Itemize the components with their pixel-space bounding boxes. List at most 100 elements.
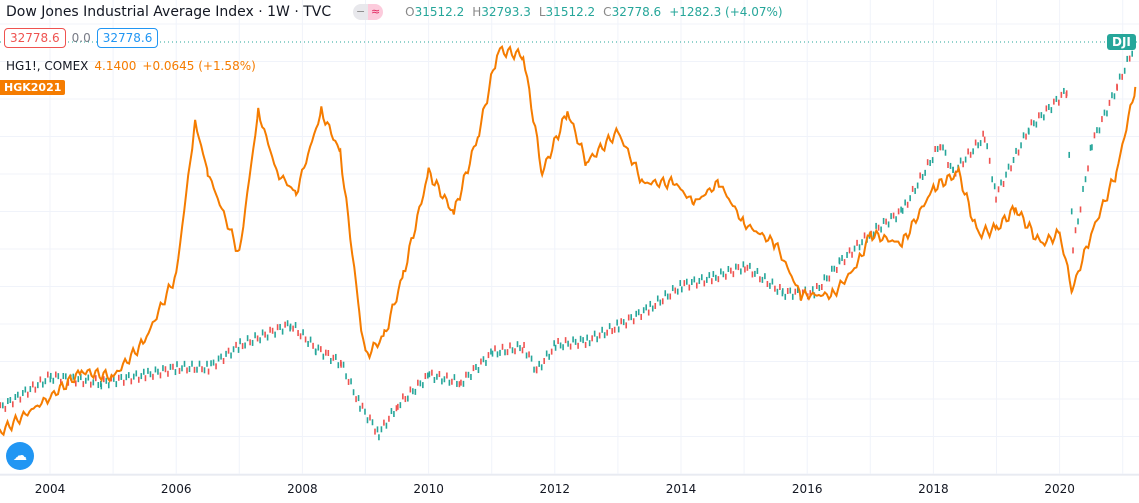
dji-candle <box>751 271 754 278</box>
dji-candle <box>735 263 737 270</box>
dji-candle <box>591 335 593 342</box>
dji-candle <box>914 187 916 194</box>
dji-candle <box>926 159 929 166</box>
dji-candle <box>65 373 67 380</box>
dji-candle <box>823 274 826 281</box>
dji-candle <box>1063 87 1065 94</box>
dji-candle <box>1068 151 1071 158</box>
dji-candle <box>193 366 196 373</box>
dji-candle <box>977 142 979 149</box>
dji-candle <box>749 262 751 269</box>
x-tick-label: 2020 <box>1044 482 1075 496</box>
dji-candle <box>754 270 756 277</box>
dji-candle <box>725 273 727 280</box>
dji-candle <box>264 331 266 338</box>
dji-candle <box>962 161 964 168</box>
x-tick-label: 2010 <box>413 482 444 496</box>
dji-candle <box>557 337 559 344</box>
buy-button[interactable]: 32778.6 <box>96 28 159 48</box>
dji-candle <box>335 353 337 360</box>
dji-candle <box>732 271 735 278</box>
dji-candle <box>433 377 436 384</box>
dji-candle <box>112 375 115 382</box>
x-tick-label: 2016 <box>792 482 823 496</box>
dji-candle <box>1030 119 1033 126</box>
dji-candle <box>826 275 828 282</box>
legend-toggle[interactable]: − ≈ <box>353 4 384 20</box>
dji-candle <box>1010 165 1012 172</box>
dji-candle <box>841 255 843 262</box>
dji-candle <box>75 380 77 387</box>
dji-candle <box>1065 90 1068 97</box>
dji-candle <box>395 405 398 412</box>
dji-candle <box>142 368 145 375</box>
dji-candle <box>1106 110 1108 117</box>
dji-candle <box>744 266 746 273</box>
dji-candle <box>616 319 618 326</box>
dji-candle <box>574 338 577 345</box>
dji-candle <box>1033 120 1035 127</box>
dji-candle <box>761 276 764 283</box>
dji-candle <box>1098 127 1101 134</box>
dji-candle <box>635 310 637 317</box>
dji-candle <box>656 295 659 302</box>
dji-candle <box>892 212 895 219</box>
dji-candle <box>1074 227 1077 234</box>
dji-candle <box>1020 142 1022 149</box>
dji-candle <box>183 360 186 367</box>
dji-candle <box>1082 185 1084 192</box>
dji-candle <box>756 267 759 274</box>
symbol-title[interactable]: Dow Jones Industrial Average Index · 1W … <box>6 4 332 20</box>
x-tick-label: 2018 <box>918 482 949 496</box>
tradingview-logo-icon[interactable]: ☁ <box>6 442 34 470</box>
dji-candle <box>472 365 475 372</box>
dji-candle <box>117 374 120 381</box>
dji-candle <box>769 282 771 289</box>
dji-candle <box>924 169 926 176</box>
dji-candle <box>818 284 821 291</box>
dji-candle <box>622 319 625 326</box>
dji-candle <box>361 402 364 409</box>
dji-candle <box>77 376 80 383</box>
wave-icon[interactable]: ≈ <box>368 4 384 20</box>
dji-candle <box>1091 144 1093 151</box>
dji-candle <box>569 343 572 350</box>
dji-candle <box>102 376 105 383</box>
dji-candle <box>916 182 919 189</box>
dji-candle <box>895 216 897 223</box>
dji-candle <box>215 363 217 370</box>
dji-candle <box>831 265 833 272</box>
dji-candle <box>674 287 677 294</box>
dji-candle <box>196 366 198 373</box>
sell-button[interactable]: 32778.6 <box>4 28 66 48</box>
dji-candle <box>347 378 350 385</box>
dji-candle <box>688 284 691 291</box>
dji-candle <box>1123 67 1126 74</box>
dji-candle <box>424 373 427 380</box>
dji-candle <box>357 395 360 402</box>
spread: 0.0 <box>71 31 91 45</box>
dji-candle <box>222 357 225 364</box>
dji-candle <box>543 357 545 364</box>
dji-candle <box>720 268 722 275</box>
dji-candle <box>485 359 487 366</box>
dji-candle <box>244 342 246 349</box>
dji-candle <box>39 376 42 383</box>
dji-candles <box>0 38 1136 441</box>
dji-candle <box>533 366 535 373</box>
dji-candle <box>97 382 100 389</box>
dji-candle <box>632 318 635 325</box>
dji-candle <box>176 361 178 368</box>
compare-legend[interactable]: HG1!, COMEX 4.1400 +0.0645 (+1.58%) <box>6 59 256 73</box>
dji-candle <box>530 355 533 362</box>
dji-candle <box>60 378 62 385</box>
hide-icon[interactable]: − <box>353 4 369 20</box>
dji-candle <box>715 274 717 281</box>
dji-candle <box>388 415 390 422</box>
dji-candle <box>1005 171 1007 178</box>
dji-candle <box>722 271 725 278</box>
dji-candle <box>642 307 645 314</box>
dji-candle <box>332 354 335 361</box>
dji-candle <box>993 183 996 190</box>
